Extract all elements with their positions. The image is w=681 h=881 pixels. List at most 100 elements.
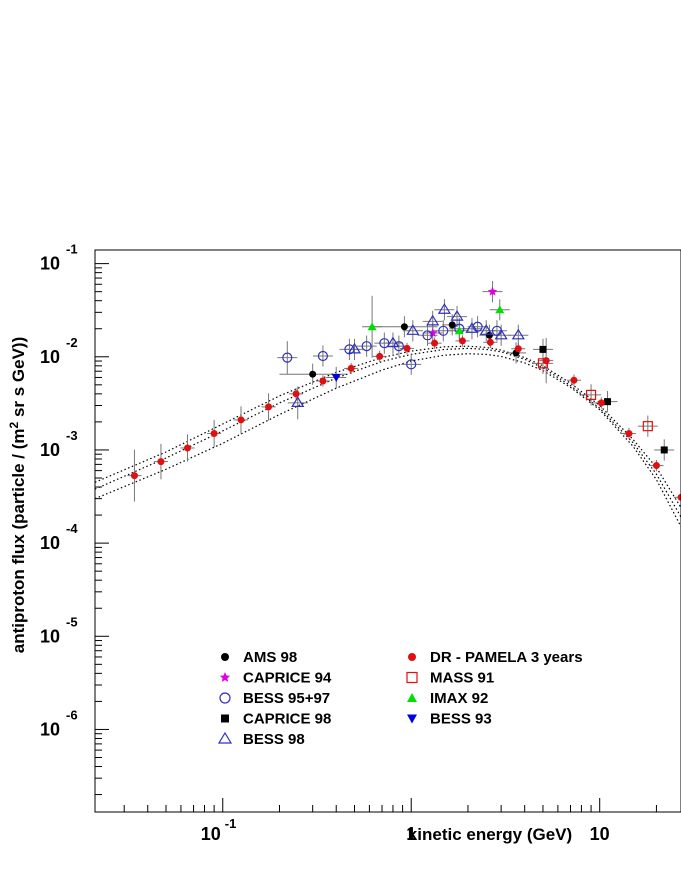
legend-label-bess-93: BESS 93: [430, 711, 492, 728]
legend-label-imax-92: IMAX 92: [430, 690, 488, 707]
y-tick-label: 10: [40, 533, 60, 553]
point-mass-91: [585, 389, 597, 400]
legend-label-caprice-98: CAPRICE 98: [243, 711, 331, 728]
y-tick-label: 10: [40, 440, 60, 460]
point-bess-95-97: [422, 330, 433, 341]
model-curve: [94, 347, 681, 518]
point-ams-98: [485, 331, 493, 339]
model-curves: [94, 345, 681, 527]
point-bess-95-97: [282, 352, 293, 363]
point-ams-98: [448, 321, 456, 329]
plot-frame: [94, 249, 681, 813]
point-bess-95-97: [344, 344, 355, 355]
point-dr-pamela-3-years: [292, 390, 300, 398]
point-dr-pamela-3-years: [130, 472, 138, 480]
point-dr-pamela-3-years: [265, 403, 273, 411]
point-bess-98: [437, 303, 451, 314]
legend-label-ams-98: AMS 98: [243, 649, 297, 666]
point-bess-98: [450, 309, 464, 321]
model-curve: [94, 353, 681, 527]
y-tick-exponent: -1: [66, 242, 78, 257]
legend-label-mass-91: MASS 91: [430, 670, 494, 687]
point-dr-pamela-3-years: [319, 377, 327, 385]
y-tick-label: 10: [40, 347, 60, 367]
point-bess-95-97: [438, 325, 449, 336]
y-tick-label: 10: [40, 719, 60, 739]
point-dr-pamela-3-years: [347, 364, 355, 372]
legend-label-bess-98: BESS 98: [243, 731, 305, 748]
point-bess-98: [426, 314, 440, 326]
legend-marker-caprice-98: [221, 714, 229, 723]
point-bess-98: [291, 396, 305, 407]
point-dr-pamela-3-years: [625, 430, 633, 438]
x-tick-label: 10: [590, 824, 610, 844]
point-bess-95-97: [379, 338, 390, 349]
y-tick-label: 10: [40, 254, 60, 274]
model-curve: [94, 345, 681, 509]
legend-marker-dr-pamela-3-years: [408, 653, 416, 661]
x-axis-title: kinetic energy (GeV): [408, 825, 572, 844]
point-dr-pamela-3-years: [431, 339, 439, 347]
legend-marker-bess-95-97: [219, 692, 231, 704]
point-ams-98: [309, 370, 317, 378]
legend: AMS 98 CAPRICE 94 BESS 95+97 CAPRICE 98 BESS…: [217, 649, 583, 748]
point-imax-92: [367, 322, 377, 331]
point-mass-91: [537, 358, 549, 369]
y-tick-label: 10: [40, 626, 60, 646]
point-bess-95-97: [406, 359, 417, 370]
error-bars: [127, 281, 681, 503]
point-caprice-98: [603, 398, 611, 406]
point-dr-pamela-3-years: [403, 344, 411, 352]
x-tick-label: 1: [406, 824, 416, 844]
point-caprice-98: [660, 446, 668, 454]
point-dr-pamela-3-years: [237, 416, 245, 424]
point-bess-98: [494, 328, 508, 340]
point-bess-93: [331, 373, 341, 382]
y-tick-exponent: -3: [66, 428, 78, 443]
point-caprice-98: [539, 345, 547, 353]
point-bess-98: [386, 336, 400, 348]
x-tick-exponent: -1: [225, 816, 237, 831]
point-dr-pamela-3-years: [677, 493, 681, 501]
point-dr-pamela-3-years: [458, 337, 466, 345]
point-dr-pamela-3-years: [652, 462, 660, 470]
y-tick-exponent: -5: [66, 614, 78, 629]
point-bess-95-97: [472, 321, 483, 332]
point-imax-92: [454, 326, 464, 335]
point-dr-pamela-3-years: [183, 444, 191, 452]
point-imax-92: [495, 305, 505, 314]
point-dr-pamela-3-years: [570, 376, 578, 384]
legend-marker-mass-91: [406, 671, 418, 684]
point-bess-95-97: [317, 350, 329, 362]
point-bess-98: [347, 342, 362, 354]
point-dr-pamela-3-years: [597, 399, 605, 407]
legend-marker-imax-92: [407, 693, 417, 702]
point-bess-95-97: [361, 341, 372, 352]
point-bess-98: [511, 328, 525, 340]
point-caprice-94: [427, 328, 438, 337]
legend-label-caprice-94: CAPRICE 94: [243, 670, 332, 687]
legend-label-bess-95-97: BESS 95+97: [243, 690, 330, 707]
legend-marker-caprice-94: [219, 672, 231, 682]
legend-marker-bess-93: [407, 714, 417, 724]
y-axis-title: antiproton flux (particle / (m2 sr s GeV…: [7, 337, 28, 654]
point-dr-pamela-3-years: [210, 430, 218, 438]
point-caprice-94: [487, 286, 498, 296]
point-mass-91: [642, 421, 653, 432]
axes: 10 -1 1 10 10 -1 10 -2 10 -3 10 -4 10 -5 10 -6: [40, 242, 657, 844]
point-ams-98: [400, 323, 408, 331]
point-dr-pamela-3-years: [486, 338, 494, 346]
point-bess-98: [479, 324, 493, 335]
point-dr-pamela-3-years: [542, 357, 550, 365]
legend-label-dr-pamela-3-years: DR - PAMELA 3 years: [430, 649, 583, 666]
legend-marker-ams-98: [221, 653, 229, 661]
point-dr-pamela-3-years: [157, 458, 165, 466]
point-dr-pamela-3-years: [376, 352, 384, 360]
y-tick-exponent: -4: [66, 521, 78, 536]
point-bess-98: [406, 324, 420, 335]
point-bess-98: [465, 322, 479, 333]
point-dr-pamela-3-years: [514, 345, 522, 353]
data-markers: [130, 286, 681, 501]
x-tick-label: 10: [201, 824, 221, 844]
